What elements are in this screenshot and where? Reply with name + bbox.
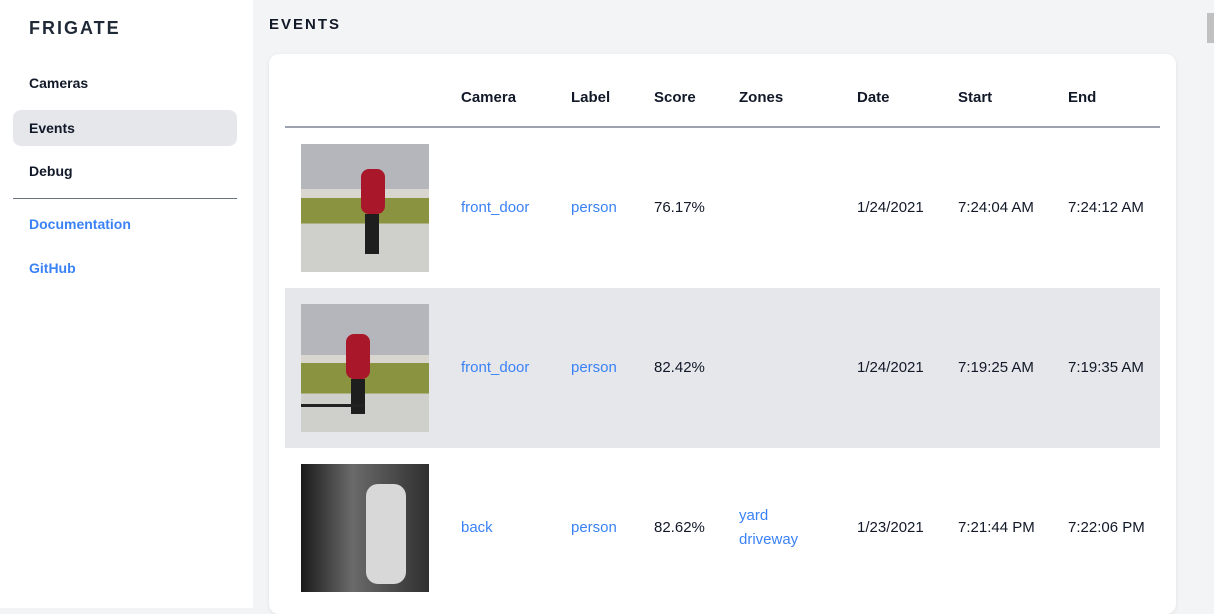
- sidebar-item-debug[interactable]: Debug: [29, 163, 73, 179]
- sidebar-item-events[interactable]: Events: [13, 110, 237, 146]
- documentation-link[interactable]: Documentation: [29, 216, 131, 232]
- sidebar-item-cameras[interactable]: Cameras: [29, 75, 89, 91]
- page-title: EVENTS: [269, 16, 342, 33]
- date: 1/24/2021: [857, 359, 924, 376]
- camera-link[interactable]: back: [461, 519, 493, 536]
- header-start: Start: [958, 89, 993, 106]
- header-score: Score: [654, 89, 696, 106]
- table-row[interactable]: front_door person 76.17% 1/24/2021 7:24:…: [285, 128, 1160, 288]
- end-time: 7:19:35 AM: [1068, 359, 1144, 376]
- end-time: 7:24:12 AM: [1068, 199, 1144, 216]
- start-time: 7:19:25 AM: [958, 359, 1034, 376]
- scrollbar-thumb[interactable]: [1207, 13, 1214, 43]
- label-link[interactable]: person: [571, 199, 617, 216]
- end-time: 7:22:06 PM: [1068, 519, 1145, 536]
- start-time: 7:21:44 PM: [958, 519, 1035, 536]
- header-camera: Camera: [461, 89, 517, 106]
- table-row[interactable]: front_door person 82.42% 1/24/2021 7:19:…: [285, 288, 1160, 448]
- zone-link[interactable]: driveway: [739, 531, 799, 548]
- github-link[interactable]: GitHub: [29, 260, 76, 276]
- label-link[interactable]: person: [571, 359, 617, 376]
- label-link[interactable]: person: [571, 519, 617, 536]
- start-time: 7:24:04 AM: [958, 199, 1034, 216]
- score: 76.17%: [654, 199, 705, 216]
- sidebar-divider: [13, 198, 237, 199]
- table-row[interactable]: back person 82.62% yard driveway 1/23/20…: [285, 448, 1160, 608]
- event-thumbnail[interactable]: [301, 304, 429, 432]
- sidebar: FRIGATE Cameras Events Debug Documentati…: [0, 0, 253, 608]
- header-date: Date: [857, 89, 890, 106]
- date: 1/23/2021: [857, 519, 924, 536]
- scrollbar[interactable]: [1206, 0, 1214, 608]
- header-end: End: [1068, 89, 1097, 106]
- camera-link[interactable]: front_door: [461, 359, 530, 376]
- zone-link[interactable]: yard: [739, 507, 769, 524]
- app-logo: FRIGATE: [29, 18, 121, 38]
- camera-link[interactable]: front_door: [461, 199, 530, 216]
- score: 82.62%: [654, 519, 705, 536]
- event-thumbnail[interactable]: [301, 144, 429, 272]
- header-divider: [285, 126, 1160, 128]
- header-label: Label: [571, 89, 611, 106]
- header-zones: Zones: [739, 89, 784, 106]
- score: 82.42%: [654, 359, 705, 376]
- date: 1/24/2021: [857, 199, 924, 216]
- event-thumbnail[interactable]: [301, 464, 429, 592]
